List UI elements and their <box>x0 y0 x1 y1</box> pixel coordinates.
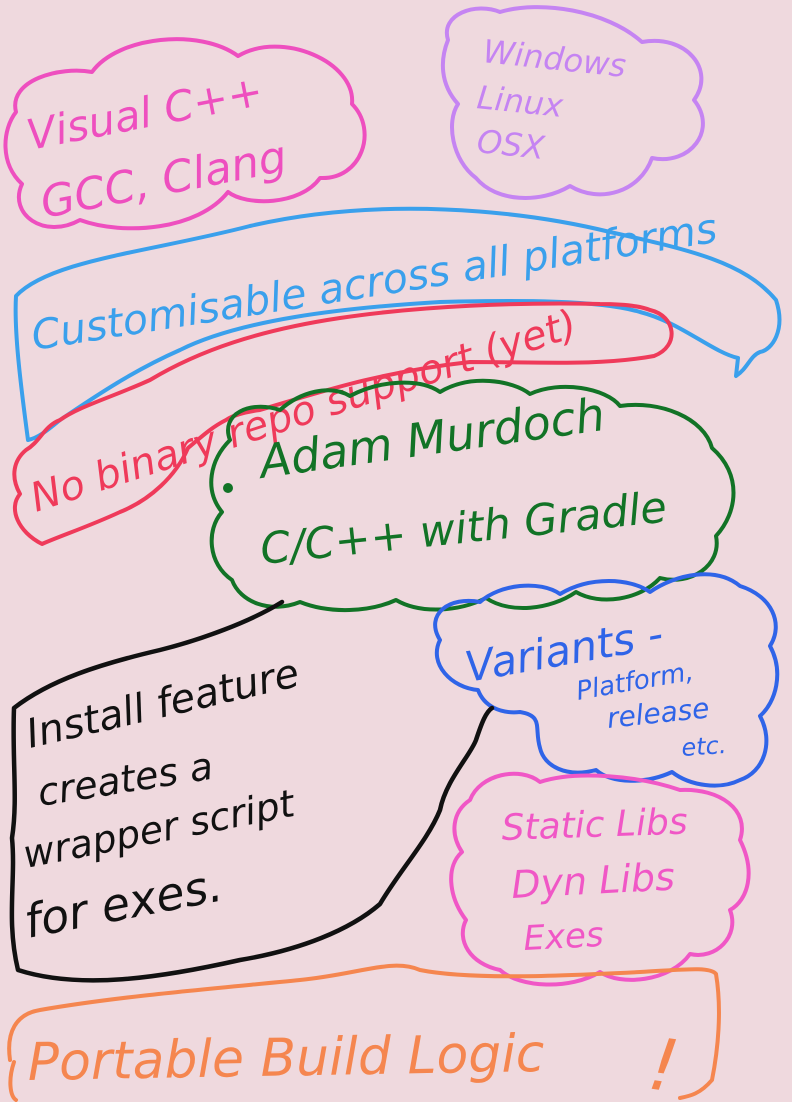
variants-outline <box>433 572 780 788</box>
libs-line2: Dyn Libs <box>510 854 676 906</box>
platforms-line2: Linux <box>475 78 566 125</box>
install-feature-note: Install feature creates a wrapper script… <box>9 599 495 983</box>
libs-outline <box>449 771 751 987</box>
variants-line4: etc. <box>680 731 727 762</box>
adam-murdoch-outline <box>209 378 736 613</box>
platforms-outline <box>440 5 705 200</box>
portable-text: Portable Build Logic <box>27 1024 545 1093</box>
binary-repo-outline <box>12 301 674 546</box>
install-feature-line1: Install feature <box>22 650 304 757</box>
compilers-outline <box>3 37 367 231</box>
portable-outline <box>7 963 721 1102</box>
adam-murdoch-line2: C/C++ with Gradle <box>258 483 669 575</box>
platforms-line1: Windows <box>481 32 628 85</box>
portable-exclamation: ! <box>644 1022 684 1102</box>
install-feature-outline <box>9 599 495 983</box>
customisable-outline <box>13 206 782 442</box>
libs-note: Static Libs Dyn Libs Exes <box>449 771 751 987</box>
adam-murdoch-dot <box>223 483 233 493</box>
portable-note: Portable Build Logic ! <box>7 963 721 1102</box>
variants-note: Variants - Platform, release etc. <box>433 572 780 788</box>
libs-line3: Exes <box>522 915 604 959</box>
compilers-note: Visual C++ GCC, Clang <box>3 37 367 231</box>
platforms-note: Windows Linux OSX <box>440 5 705 200</box>
platforms-line3: OSX <box>475 122 547 167</box>
libs-line1: Static Libs <box>501 802 688 849</box>
